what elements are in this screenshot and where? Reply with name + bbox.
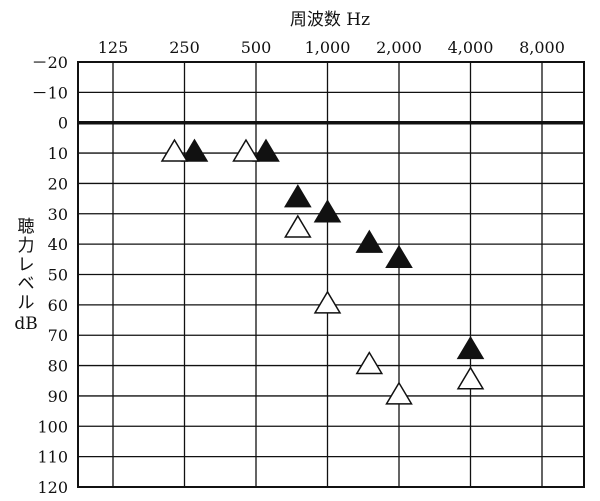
y-axis-label: 聴力レベル dB [14, 217, 37, 334]
open-triangle-marker [313, 290, 342, 314]
filled-triangle-marker [456, 335, 485, 360]
filled-triangle-marker [313, 199, 342, 223]
y-axis-label-char: ベ [18, 274, 35, 294]
plot-frame [77, 61, 585, 488]
filled-triangle-marker [385, 244, 413, 269]
y-tick-labels: －20 －10 0 10 20 30 40 50 60 70 80 90 100 110 120 [32, 53, 68, 497]
x-tick-label: 125 [98, 38, 129, 57]
y-tick-label: 60 [48, 296, 68, 315]
y-tick-label: 90 [48, 387, 68, 406]
filled-triangle-marker [180, 138, 209, 162]
chart-title: 周波数 Hz [290, 10, 370, 30]
x-tick-label: 2,000 [376, 38, 422, 57]
y-axis-label-char: ル [18, 293, 35, 313]
data-markers [160, 138, 485, 405]
y-axis-label-unit: dB [14, 314, 37, 334]
y-tick-label: 120 [37, 478, 68, 497]
open-triangle-marker [284, 214, 312, 238]
x-tick-label: 250 [169, 38, 200, 57]
y-tick-label: 70 [48, 326, 68, 345]
x-tick-label: 8,000 [519, 38, 565, 57]
x-tick-label: 500 [241, 38, 272, 57]
y-tick-label: 0 [58, 114, 68, 133]
y-tick-label: －20 [32, 53, 68, 72]
open-triangle-marker [355, 351, 384, 375]
y-tick-label: 50 [48, 266, 68, 285]
y-axis-label-char: 力 [18, 236, 35, 256]
y-axis-label-char: レ [18, 255, 35, 275]
y-tick-label: 10 [48, 144, 68, 163]
x-tick-label: 1,000 [305, 38, 351, 57]
y-tick-label: 100 [37, 417, 68, 436]
filled-triangle-marker [252, 138, 280, 162]
open-triangle-marker [232, 138, 260, 162]
y-axis-label-char: 聴 [18, 217, 35, 237]
open-triangle-marker [160, 138, 189, 162]
x-tick-label: 4,000 [448, 38, 494, 57]
filled-triangle-marker [284, 184, 312, 208]
y-tick-label: 30 [48, 205, 68, 224]
x-tick-labels: 125 250 500 1,000 2,000 4,000 8,000 [98, 38, 565, 57]
y-tick-label: －10 [32, 83, 68, 102]
y-tick-label: 20 [48, 174, 68, 193]
open-triangle-marker [385, 381, 413, 405]
y-tick-label: 110 [37, 448, 68, 467]
open-triangle-marker [456, 366, 485, 390]
y-tick-label: 40 [48, 235, 68, 254]
y-tick-label: 80 [48, 357, 68, 376]
grid [78, 61, 584, 488]
filled-triangle-marker [355, 229, 384, 253]
